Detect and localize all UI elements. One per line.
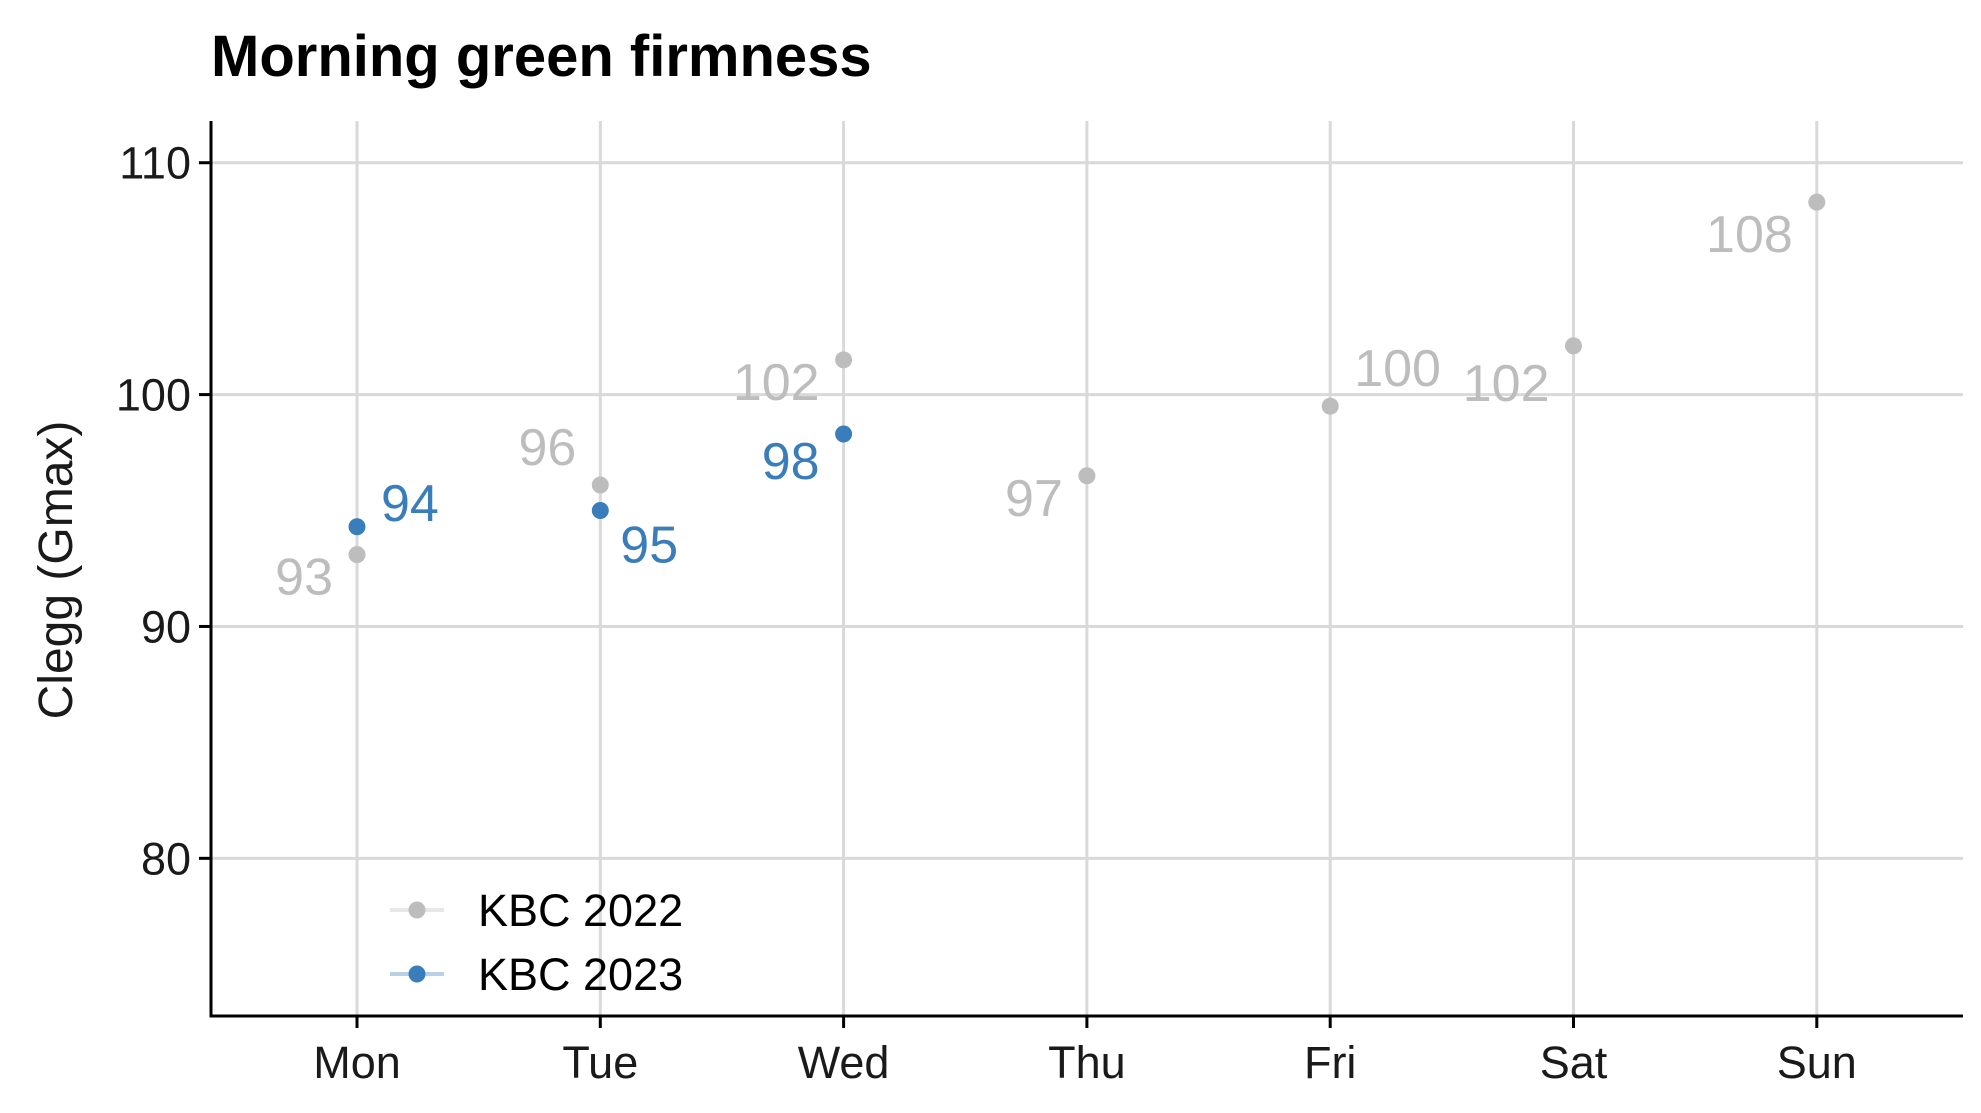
chart-title: Morning green firmness [211,24,872,89]
data-label: 102 [1463,355,1550,413]
legend: KBC 2022 KBC 2023 [390,885,683,1000]
data-label: 98 [762,433,820,491]
data-point [1808,193,1826,211]
data-label: 95 [620,517,678,575]
y-tick-label: 110 [119,138,191,189]
x-axis-ticks: Mon Tue Wed Thu Fri Sat Sun [313,1016,1857,1088]
data-label: 100 [1354,340,1441,398]
data-point [591,502,609,520]
x-tick-label: Tue [562,1037,638,1088]
y-tick-label: 90 [141,601,191,652]
data-label: 97 [1005,470,1063,528]
data-point [1078,467,1096,485]
data-label: 108 [1706,206,1793,264]
data-label: 96 [518,419,576,477]
y-axis-title: Clegg (Gmax) [30,421,83,720]
y-axis-ticks: 80 90 100 110 [116,138,211,884]
legend-item: KBC 2023 [390,949,683,1000]
legend-label: KBC 2022 [478,885,683,936]
legend-marker [408,965,426,983]
data-point [835,425,853,443]
series-layer: 93 96 102 97 100 102 108 94 95 98 [275,193,1826,607]
x-tick-label: Thu [1048,1037,1126,1088]
x-tick-label: Sun [1777,1037,1857,1088]
y-tick-label: 100 [116,370,191,421]
data-label: 93 [275,549,333,607]
y-tick-label: 80 [141,833,191,884]
data-point [1565,337,1582,355]
grid [211,121,1963,1016]
x-tick-label: Wed [798,1037,890,1088]
x-tick-label: Mon [313,1037,401,1088]
data-point [1321,397,1339,415]
x-tick-label: Sat [1540,1037,1608,1088]
series-1: 93 96 102 97 100 102 108 [275,193,1826,607]
x-tick-label: Fri [1304,1037,1356,1088]
legend-item: KBC 2022 [390,885,683,936]
series-2: 94 95 98 [348,425,853,575]
data-point [591,476,609,494]
data-label: 102 [733,354,820,412]
data-point [348,518,366,536]
data-point [835,351,853,369]
data-point [348,546,366,564]
legend-marker [408,901,426,919]
data-label: 94 [381,475,439,533]
legend-label: KBC 2023 [478,949,683,1000]
